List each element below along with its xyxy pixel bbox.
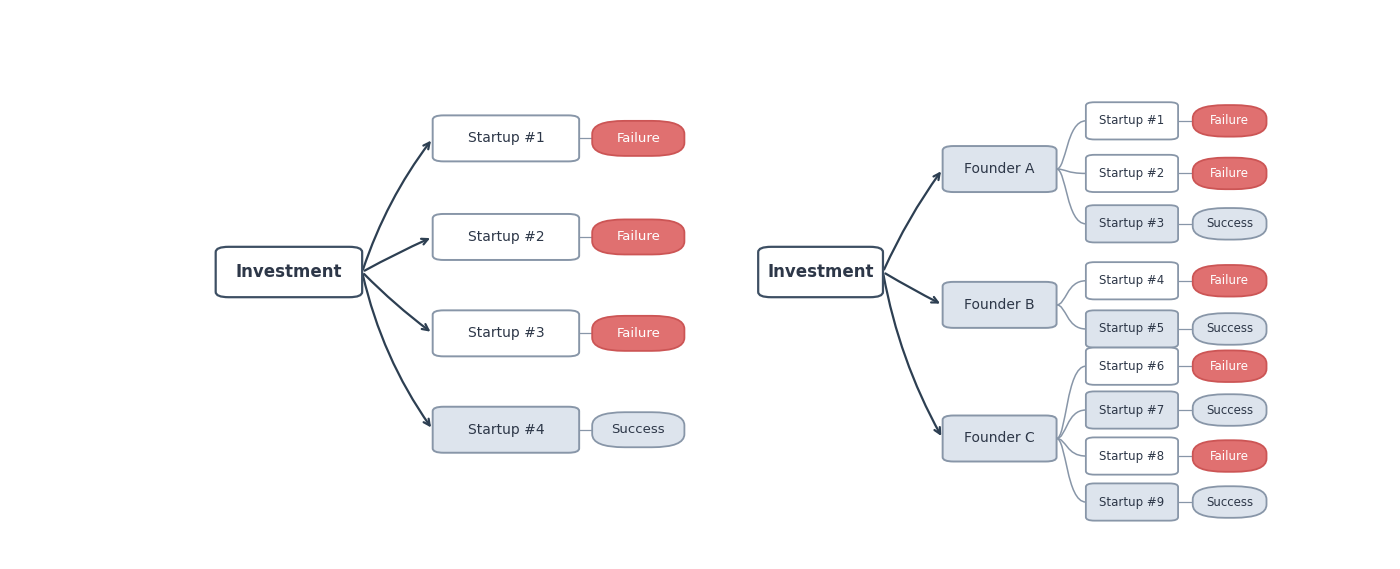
FancyBboxPatch shape [1086,262,1177,299]
Text: Startup #2: Startup #2 [1099,167,1165,180]
FancyBboxPatch shape [1193,351,1267,382]
FancyBboxPatch shape [592,121,685,156]
FancyBboxPatch shape [942,146,1057,192]
Text: Founder A: Founder A [965,162,1035,176]
FancyBboxPatch shape [1086,155,1177,192]
FancyBboxPatch shape [1086,348,1177,385]
Text: Startup #3: Startup #3 [1099,217,1165,230]
Text: Success: Success [1205,403,1253,417]
Text: Startup #1: Startup #1 [468,131,545,146]
FancyArrowPatch shape [363,143,430,269]
Text: Failure: Failure [1210,274,1249,287]
FancyBboxPatch shape [1193,158,1267,189]
FancyBboxPatch shape [1086,205,1177,242]
Text: Success: Success [1205,217,1253,230]
FancyBboxPatch shape [942,415,1057,461]
Text: Investment: Investment [767,263,874,281]
FancyBboxPatch shape [592,316,685,351]
FancyBboxPatch shape [592,412,685,447]
Text: Success: Success [612,423,665,436]
FancyBboxPatch shape [1193,105,1267,137]
FancyBboxPatch shape [1193,208,1267,240]
FancyBboxPatch shape [1086,102,1177,139]
Text: Failure: Failure [1210,114,1249,127]
FancyBboxPatch shape [433,407,580,453]
FancyBboxPatch shape [1086,438,1177,475]
FancyBboxPatch shape [216,247,363,297]
FancyBboxPatch shape [433,214,580,260]
Text: Startup #1: Startup #1 [1099,114,1165,127]
Text: Failure: Failure [1210,167,1249,180]
Text: Startup #8: Startup #8 [1099,450,1165,463]
Text: Startup #3: Startup #3 [468,327,545,340]
FancyBboxPatch shape [1193,265,1267,296]
FancyArrowPatch shape [363,275,430,426]
FancyBboxPatch shape [1193,313,1267,345]
FancyBboxPatch shape [1193,486,1267,518]
FancyBboxPatch shape [592,220,685,254]
Text: Failure: Failure [1210,450,1249,463]
Text: Success: Success [1205,496,1253,509]
FancyArrowPatch shape [364,274,428,330]
Text: Startup #5: Startup #5 [1099,323,1165,336]
FancyBboxPatch shape [1086,484,1177,521]
FancyBboxPatch shape [942,282,1057,328]
Text: Startup #2: Startup #2 [468,230,545,244]
Text: Failure: Failure [616,230,661,244]
FancyArrowPatch shape [883,275,939,434]
Text: Success: Success [1205,323,1253,336]
Text: Founder B: Founder B [965,298,1035,312]
Text: Failure: Failure [616,132,661,145]
FancyBboxPatch shape [1193,394,1267,426]
FancyBboxPatch shape [1086,391,1177,428]
Text: Startup #4: Startup #4 [468,423,545,437]
Text: Startup #9: Startup #9 [1099,496,1165,509]
FancyArrowPatch shape [364,239,428,271]
FancyBboxPatch shape [759,247,883,297]
FancyBboxPatch shape [1193,440,1267,472]
FancyBboxPatch shape [433,310,580,356]
Text: Startup #6: Startup #6 [1099,360,1165,373]
Text: Startup #7: Startup #7 [1099,403,1165,417]
Text: Founder C: Founder C [965,431,1035,446]
FancyBboxPatch shape [1086,310,1177,348]
Text: Startup #4: Startup #4 [1099,274,1165,287]
FancyArrowPatch shape [885,174,939,270]
Text: Investment: Investment [235,263,342,281]
FancyArrowPatch shape [885,274,938,303]
Text: Failure: Failure [616,327,661,340]
FancyBboxPatch shape [433,116,580,162]
Text: Failure: Failure [1210,360,1249,373]
